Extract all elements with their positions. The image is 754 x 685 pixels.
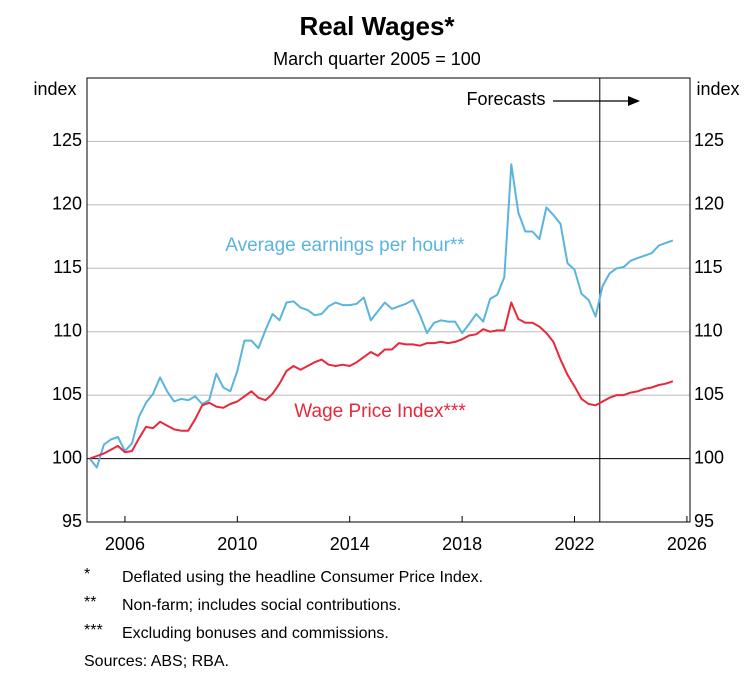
y2-axis-label: index [696, 79, 739, 99]
y2-tick-label: 120 [694, 194, 724, 214]
footnote-text: Deflated using the headline Consumer Pri… [122, 569, 483, 586]
y2-tick-label: 125 [694, 130, 724, 150]
y-tick-label: 125 [52, 130, 82, 150]
y-tick-label: 95 [62, 511, 82, 531]
x-tick-label: 2026 [667, 534, 707, 554]
chart-subtitle: March quarter 2005 = 100 [273, 49, 481, 69]
series-line [89, 163, 674, 469]
annotation: Forecasts [466, 89, 545, 109]
footnote-marker: *** [84, 622, 103, 639]
y-tick-label: 110 [53, 320, 82, 340]
y-tick-label: 105 [52, 384, 82, 404]
y2-tick-label: 95 [694, 511, 714, 531]
y2-tick-label: 115 [694, 257, 723, 277]
x-tick-label: 2022 [554, 534, 594, 554]
footnote-text: Non-farm; includes social contributions. [122, 597, 401, 614]
footnote-marker: ** [84, 594, 96, 611]
series-label: Wage Price Index*** [294, 401, 466, 422]
y2-tick-label: 105 [694, 384, 724, 404]
footnotes: * Deflated using the headline Consumer Pr… [84, 566, 483, 670]
x-tick-label: 2018 [442, 534, 482, 554]
footnote-text: Excluding bonuses and commissions. [122, 625, 389, 642]
chart-title: Real Wages* [299, 11, 455, 41]
y-tick-label: 120 [52, 194, 82, 214]
x-tick-label: 2006 [105, 534, 145, 554]
series-line [89, 301, 674, 460]
sources: Sources: ABS; RBA. [84, 653, 229, 670]
y-tick-label: 100 [52, 447, 82, 467]
series-label: Average earnings per hour** [225, 235, 465, 256]
y2-tick-label: 110 [694, 320, 723, 340]
plot-frame [86, 77, 691, 523]
arrow-head [628, 96, 640, 106]
x-tick-label: 2014 [330, 534, 370, 554]
y-axis-label: index [33, 79, 76, 99]
footnote-marker: * [84, 566, 90, 583]
y-tick-label: 115 [53, 257, 82, 277]
x-tick-label: 2010 [217, 534, 257, 554]
y2-tick-label: 100 [694, 447, 724, 467]
